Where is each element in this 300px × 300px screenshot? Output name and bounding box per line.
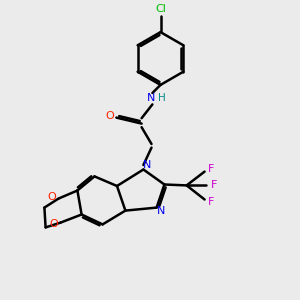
Text: F: F bbox=[208, 197, 214, 207]
Text: N: N bbox=[143, 160, 151, 170]
Text: O: O bbox=[47, 192, 56, 202]
Text: N: N bbox=[147, 93, 155, 103]
Text: F: F bbox=[211, 180, 217, 190]
Text: O: O bbox=[50, 219, 58, 230]
Text: F: F bbox=[208, 164, 214, 174]
Text: H: H bbox=[158, 93, 166, 103]
Text: O: O bbox=[105, 111, 114, 121]
Text: Cl: Cl bbox=[155, 4, 166, 14]
Text: N: N bbox=[157, 206, 165, 216]
